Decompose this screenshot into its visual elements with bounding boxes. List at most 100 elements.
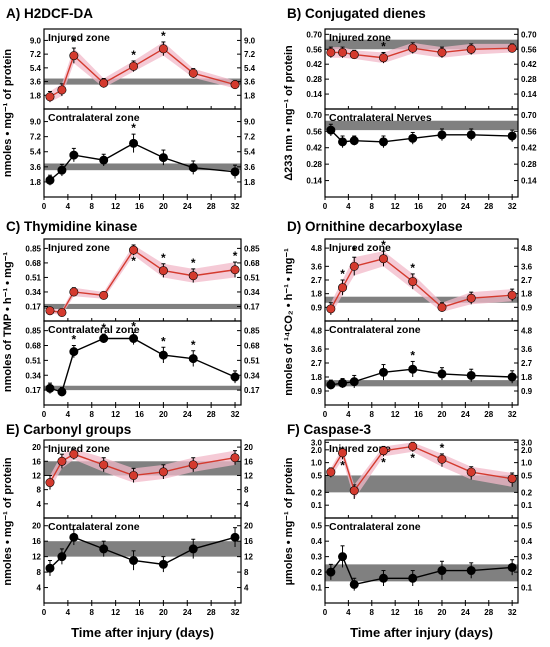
- data-point: [349, 261, 359, 271]
- y-tick-label-right: 0.70: [521, 30, 537, 39]
- data-point: [69, 150, 79, 160]
- y-tick-label-right: 7.2: [244, 133, 256, 142]
- y-tick-label-right: 12: [244, 553, 253, 562]
- data-point: [129, 245, 139, 255]
- y-tick-label-right: 5.4: [244, 64, 256, 73]
- y-tick-label-right: 3.6: [521, 345, 533, 354]
- zone-label: Contralateral zone: [48, 521, 140, 533]
- data-point: [69, 347, 79, 357]
- significance-star: *: [191, 256, 196, 270]
- y-tick-label: 0.2: [311, 568, 323, 577]
- y-tick-label: 3.6: [311, 345, 323, 354]
- data-point: [378, 53, 388, 63]
- data-point: [378, 254, 388, 264]
- x-tick-label: 20: [438, 608, 447, 617]
- x-tick-label: 4: [66, 202, 71, 211]
- y-axis-label: µmoles • mg⁻¹ of protein: [283, 457, 295, 585]
- y-tick-label-right: 0.34: [244, 371, 260, 380]
- data-point: [45, 563, 55, 573]
- y-tick-label: 0.85: [25, 327, 41, 336]
- data-point: [437, 454, 447, 464]
- significance-star: *: [440, 441, 445, 455]
- y-tick-label-right: 2.7: [521, 276, 533, 285]
- data-point: [69, 51, 79, 61]
- data-point: [408, 43, 418, 53]
- control-band: [325, 380, 518, 387]
- x-tick-label: 4: [346, 608, 351, 617]
- x-tick-label: 28: [207, 410, 216, 419]
- significance-star: *: [161, 251, 166, 265]
- significance-star: *: [161, 334, 166, 348]
- data-point: [326, 125, 336, 135]
- significance-star: *: [352, 244, 357, 258]
- significance-star: *: [131, 121, 136, 135]
- data-point: [57, 387, 67, 397]
- data-point: [188, 354, 198, 364]
- y-tick-label: 9.0: [30, 118, 42, 127]
- significance-star: *: [410, 451, 415, 465]
- y-tick-label: 0.14: [306, 177, 322, 186]
- y-tick-label: 0.42: [306, 144, 322, 153]
- y-tick-label-right: 2.7: [521, 359, 533, 368]
- y-tick-label-right: 0.56: [521, 127, 537, 136]
- y-tick-label-right: 0.1: [521, 501, 533, 510]
- x-tick-label: 8: [90, 608, 95, 617]
- data-point: [349, 579, 359, 589]
- y-tick-label: 0.51: [25, 356, 41, 365]
- y-tick-label-right: 4: [244, 500, 249, 509]
- data-point: [158, 467, 168, 477]
- x-tick-label: 28: [484, 202, 493, 211]
- data-point: [408, 441, 418, 451]
- control-band: [44, 303, 241, 310]
- significance-star: *: [131, 319, 136, 333]
- data-point: [45, 306, 55, 316]
- x-tick-label: 12: [391, 608, 400, 617]
- y-tick-label-right: 0.34: [244, 288, 260, 297]
- data-point: [437, 47, 447, 57]
- y-tick-label-right: 3.0: [521, 438, 533, 447]
- error-envelope: [49, 244, 236, 316]
- zone-label: Contralateral zone: [329, 324, 421, 336]
- x-tick-label: 20: [159, 410, 168, 419]
- data-point: [188, 271, 198, 281]
- y-tick-label: 0.34: [25, 371, 41, 380]
- control-band: [325, 120, 518, 131]
- y-tick-label: 2.0: [311, 446, 323, 455]
- panel-frame: [43, 517, 242, 604]
- data-point: [507, 474, 517, 484]
- x-tick-label: 12: [391, 202, 400, 211]
- x-tick-label: 8: [370, 608, 375, 617]
- series-line: [330, 555, 513, 586]
- data-point: [466, 44, 476, 54]
- y-tick-label-right: 20: [244, 443, 253, 452]
- zone-label: Injured zone: [329, 32, 391, 44]
- y-tick-label-right: 3.6: [244, 78, 256, 87]
- data-point: [338, 283, 348, 293]
- series-line: [49, 337, 236, 393]
- data-point: [326, 304, 336, 314]
- data-point: [69, 532, 79, 542]
- y-tick-label: 0.28: [306, 75, 322, 84]
- panel-frame: [324, 517, 519, 604]
- data-point: [99, 544, 109, 554]
- y-tick-label: 0.17: [25, 386, 41, 395]
- zone-label: Injured zone: [48, 32, 110, 44]
- y-tick-label-right: 0.42: [521, 60, 537, 69]
- data-point: [129, 555, 139, 565]
- x-tick-label: 0: [42, 202, 47, 211]
- x-tick-label: 0: [323, 410, 328, 419]
- data-point: [437, 302, 447, 312]
- y-tick-label: 0.9: [311, 303, 323, 312]
- y-tick-label-right: 7.2: [244, 50, 256, 59]
- injured-panel: 1.8 1.8 3.6 3.6 5.4 5.4 7.2 7.2 9.0 9.0 Injured zo…: [30, 28, 256, 110]
- data-point: [378, 446, 388, 456]
- x-tick-label: 24: [183, 202, 192, 211]
- chart-4: E) Carbonyl groups nmoles • mg⁻¹ of prote…: [2, 422, 253, 617]
- y-tick-label-right: 4.8: [521, 244, 533, 253]
- significance-star: *: [381, 39, 386, 53]
- y-tick-label: 9.0: [30, 36, 42, 45]
- x-tick-label: 4: [346, 202, 351, 211]
- data-point: [57, 307, 67, 317]
- y-tick-label-right: 0.9: [521, 387, 533, 396]
